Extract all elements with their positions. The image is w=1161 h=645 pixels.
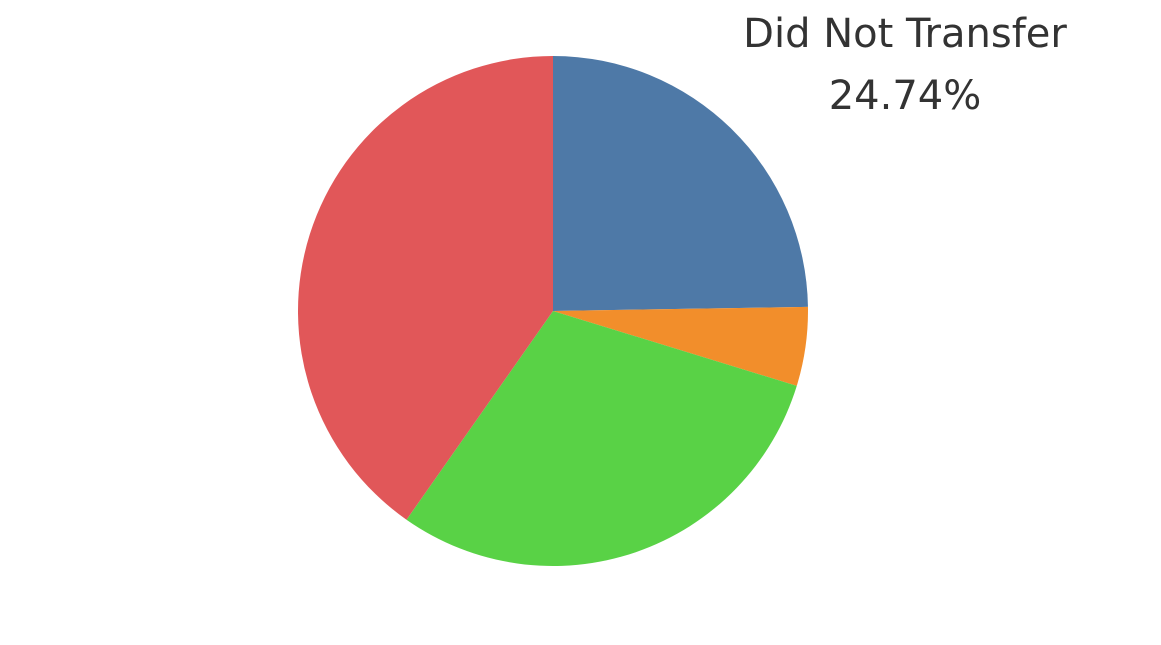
slice-value-label: 24.74% [829, 73, 982, 119]
pie-slice [553, 306, 809, 386]
pie-slice [553, 56, 808, 311]
pie-slice [297, 56, 553, 520]
slice-label: Did Not Transfer [743, 11, 1067, 57]
pie-slice [406, 311, 797, 567]
